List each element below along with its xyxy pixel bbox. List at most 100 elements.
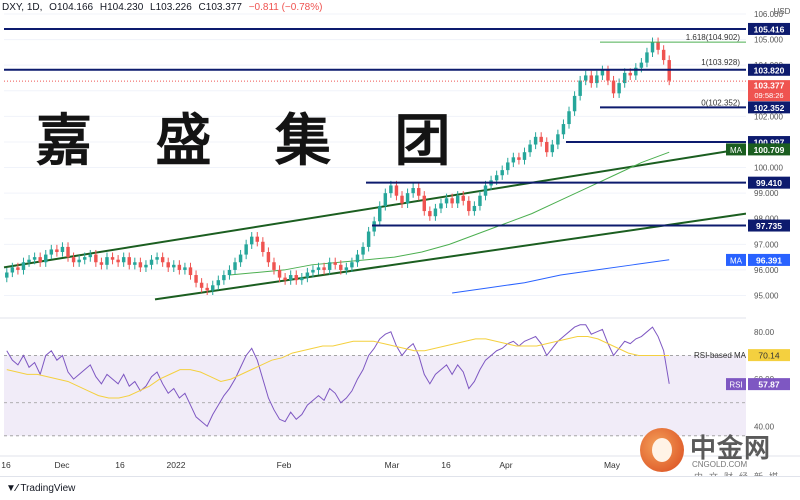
candle bbox=[589, 70, 594, 88]
candle bbox=[311, 265, 315, 278]
candle bbox=[121, 252, 126, 267]
candle-body bbox=[539, 136, 543, 142]
candle bbox=[595, 70, 599, 88]
candle bbox=[288, 270, 293, 285]
candle-body bbox=[116, 259, 120, 263]
candle bbox=[294, 270, 298, 285]
candle bbox=[227, 265, 232, 280]
candle-body bbox=[88, 254, 93, 258]
candle-body bbox=[316, 267, 321, 270]
candle bbox=[578, 75, 582, 101]
candle bbox=[333, 257, 337, 270]
candle bbox=[444, 193, 449, 208]
candle-body bbox=[595, 75, 599, 84]
candle-body bbox=[506, 162, 510, 171]
ma-tag-label: MA bbox=[730, 256, 743, 265]
candle bbox=[127, 252, 131, 270]
candle bbox=[561, 119, 566, 139]
price-chart[interactable]: 1.618(104.902)1(103.928)0(102.352) USD10… bbox=[0, 0, 800, 476]
candle-body bbox=[211, 285, 215, 291]
rsi-tick-label: 80.00 bbox=[754, 328, 775, 337]
candle-body bbox=[416, 188, 421, 196]
candle-body bbox=[138, 262, 143, 268]
candle bbox=[71, 252, 76, 267]
candle bbox=[550, 139, 555, 157]
y-tick-label: 98.000 bbox=[754, 215, 779, 224]
candle-body bbox=[66, 246, 70, 258]
candle-body bbox=[233, 262, 237, 270]
candle bbox=[110, 252, 115, 265]
candle-body bbox=[361, 246, 365, 255]
rsi-pane bbox=[0, 317, 800, 437]
watermark-title: 嘉 盛 集 团 bbox=[36, 109, 473, 174]
candle-body bbox=[27, 259, 31, 263]
candle bbox=[116, 255, 120, 267]
candle-body bbox=[622, 72, 627, 84]
candle bbox=[99, 257, 104, 270]
candle bbox=[21, 257, 26, 275]
candle bbox=[433, 203, 438, 221]
candle bbox=[634, 63, 638, 81]
close-value: C103.377 bbox=[198, 2, 242, 13]
candle-body bbox=[439, 203, 443, 209]
candle-body bbox=[450, 198, 454, 204]
level-badge bbox=[748, 101, 790, 114]
level-badge-label: 102.352 bbox=[754, 103, 785, 113]
candle bbox=[506, 157, 510, 175]
candle-body bbox=[389, 185, 393, 194]
candle bbox=[355, 249, 360, 267]
candle-body bbox=[578, 80, 582, 96]
candle-body bbox=[227, 269, 232, 276]
candle-body bbox=[533, 136, 538, 145]
open-value: O104.166 bbox=[49, 2, 94, 13]
candle-body bbox=[556, 134, 560, 145]
candle bbox=[350, 257, 354, 272]
tradingview-logo-icon: ▼⁄ bbox=[6, 483, 21, 494]
candle bbox=[378, 201, 382, 226]
candle bbox=[238, 249, 243, 267]
candle bbox=[389, 180, 393, 198]
candle-body bbox=[522, 152, 527, 160]
candle-body bbox=[561, 124, 566, 135]
candle-body bbox=[55, 249, 59, 253]
candle-body bbox=[411, 188, 415, 194]
level-badge-label: 97.735 bbox=[756, 221, 782, 231]
x-tick-label: 16 bbox=[1, 460, 11, 470]
price-badge-value: 103.377 bbox=[754, 81, 785, 91]
candle bbox=[467, 196, 471, 216]
x-tick-label: 16 bbox=[441, 460, 451, 470]
candle-body bbox=[222, 275, 226, 281]
candle-body bbox=[77, 259, 81, 263]
candle bbox=[572, 91, 577, 116]
candle-body bbox=[339, 264, 343, 270]
candle-body bbox=[272, 262, 276, 270]
candle bbox=[422, 191, 427, 216]
candle bbox=[650, 37, 655, 57]
ma-badge bbox=[748, 143, 790, 156]
symbol-label[interactable]: DXY, 1D, bbox=[2, 2, 43, 13]
candle-body bbox=[656, 42, 660, 50]
candle-body bbox=[433, 208, 438, 217]
candle-body bbox=[355, 254, 360, 263]
candle-body bbox=[428, 211, 432, 217]
ma-badge-label: 100.709 bbox=[754, 145, 785, 155]
candle-body bbox=[327, 262, 332, 270]
candle-body bbox=[511, 157, 516, 163]
candle-body bbox=[478, 195, 482, 206]
candle bbox=[183, 262, 187, 275]
candle-body bbox=[600, 70, 605, 76]
candle-body bbox=[261, 241, 265, 253]
candle bbox=[249, 232, 254, 249]
x-tick-label: May bbox=[604, 460, 621, 470]
ma-green-line bbox=[229, 151, 670, 276]
tradingview-logo[interactable]: ▼⁄ TradingView bbox=[6, 483, 75, 494]
x-tick-label: Feb bbox=[277, 460, 292, 470]
candle bbox=[500, 165, 504, 180]
candle-body bbox=[160, 257, 165, 263]
ohlc-header: DXY, 1D, O104.166 H104.230 L103.226 C103… bbox=[2, 2, 326, 13]
candle bbox=[55, 244, 59, 257]
candle-body bbox=[350, 262, 354, 268]
rsi-tag-label: RSI bbox=[729, 381, 742, 390]
candle-body bbox=[188, 267, 193, 276]
y-tick-label: 96.000 bbox=[754, 266, 779, 275]
